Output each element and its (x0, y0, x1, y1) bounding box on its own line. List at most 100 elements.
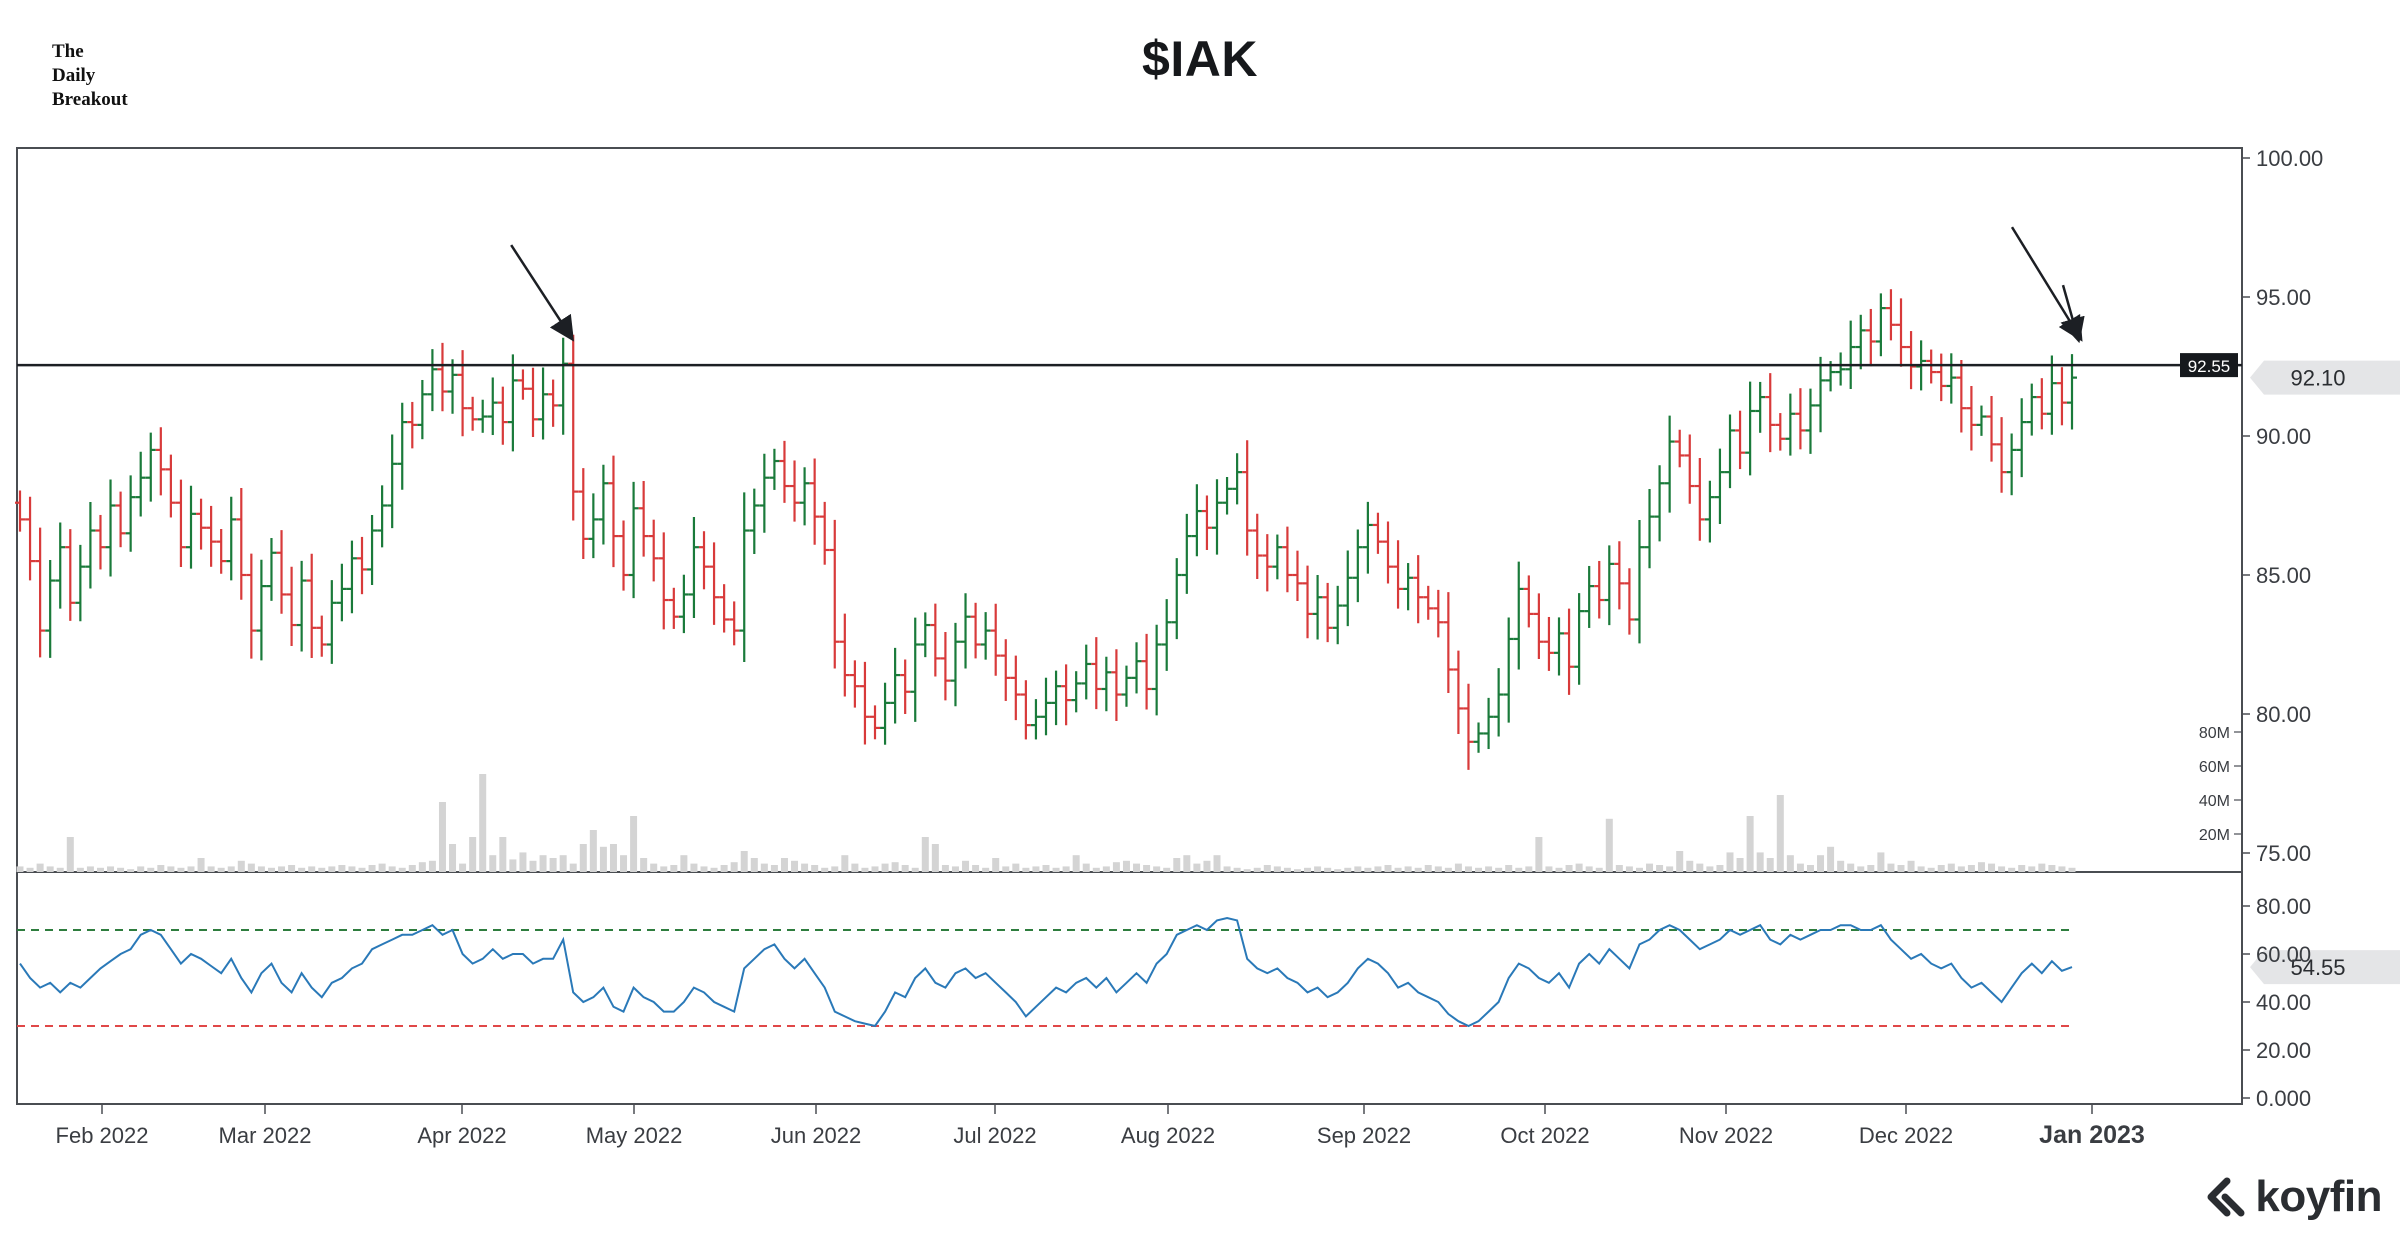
volume-bar (257, 866, 265, 872)
rsi-last-tag (2250, 950, 2400, 985)
volume-axis-label: 60M (2199, 759, 2230, 776)
ohlc-bar (628, 481, 639, 599)
volume-bar (921, 837, 929, 872)
chart-title: $IAK (1142, 31, 1258, 87)
ohlc-bar (548, 379, 559, 427)
volume-bar (599, 846, 607, 872)
ohlc-bar (1745, 381, 1756, 476)
volume-bar (1485, 866, 1493, 872)
volume-bar (449, 844, 457, 872)
ohlc-bar (1624, 568, 1635, 635)
volume-bar (801, 863, 809, 872)
ohlc-bar (65, 529, 76, 621)
ohlc-bar (1614, 541, 1625, 610)
volume-bar (267, 867, 275, 872)
ohlc-bar (1584, 565, 1595, 628)
ohlc-bar (1634, 519, 1645, 644)
volume-bar (388, 866, 396, 872)
volume-bar (831, 866, 839, 872)
ohlc-bar (1533, 593, 1544, 659)
volume-bar (368, 865, 376, 872)
ohlc-bar (658, 532, 669, 630)
annotations: 92.55 92.10 (17, 226, 2400, 395)
volume-bar (207, 866, 215, 872)
volume-bar (499, 837, 507, 872)
volume-bar (710, 867, 718, 872)
volume-bar (479, 774, 487, 872)
ohlc-bar (1654, 465, 1665, 542)
ohlc-bar (105, 479, 116, 577)
volume-bar (2048, 865, 2056, 872)
ohlc-bar (155, 427, 166, 496)
rsi-panel: 54.55 (17, 916, 2400, 1028)
volume-bar (1887, 863, 1895, 872)
ohlc-bar (387, 434, 398, 529)
volume-bar (217, 867, 225, 872)
ohlc-bar (990, 603, 1001, 676)
volume-bar (1575, 863, 1583, 872)
ohlc-bar (1453, 650, 1464, 735)
volume-bar (992, 858, 1000, 872)
volume-bar (972, 865, 980, 872)
ohlc-bar (1926, 349, 1937, 384)
volume-bar (1293, 869, 1301, 872)
ohlc-bar (266, 538, 277, 601)
volume-bar (237, 860, 245, 872)
ohlc-bar (709, 542, 720, 625)
ohlc-bar (1704, 480, 1715, 543)
volume-bar (690, 863, 698, 872)
volume-bar (941, 865, 949, 872)
ohlc-bar (1242, 440, 1253, 556)
volume-bar (1454, 863, 1462, 872)
volume-bar (418, 862, 426, 872)
x-axis-label: Aug 2022 (1121, 1123, 1215, 1148)
volume-bar (1766, 858, 1774, 872)
volume-bar (1716, 865, 1724, 872)
ohlc-bar (779, 440, 790, 503)
ohlc-bar (2026, 383, 2037, 436)
volume-bar (1726, 852, 1734, 872)
ohlc-bar (1755, 381, 1766, 433)
volume-bar (1263, 865, 1271, 872)
price-axis-label: 80.00 (2256, 702, 2311, 727)
ohlc-bar (1594, 560, 1605, 619)
volume-bar (318, 867, 326, 872)
volume-bar (1102, 866, 1110, 872)
volume-bar (1153, 866, 1161, 872)
x-axis-label: Mar 2022 (219, 1123, 312, 1148)
ohlc-bar (367, 514, 378, 586)
ohlc-bar (699, 531, 709, 590)
ohlc-bar (588, 493, 599, 559)
ohlc-bar (1956, 359, 1967, 433)
volume-bar (519, 852, 527, 872)
ohlc-bar (1312, 575, 1323, 640)
volume-bar (1163, 867, 1171, 872)
last-price-tag (2250, 360, 2400, 395)
ohlc-bar (1674, 429, 1685, 468)
volume-bar (1173, 858, 1181, 872)
rsi-axis-label: 60.00 (2256, 942, 2311, 967)
volume-bar (1273, 866, 1281, 872)
volume-bar (197, 858, 205, 872)
ohlc-bar (1725, 414, 1735, 489)
ohlc-bar (1463, 683, 1474, 770)
ohlc-bar (165, 454, 176, 518)
volume-bar (177, 867, 185, 872)
ohlc-bar (1443, 592, 1454, 694)
volume-bar (1424, 865, 1432, 872)
volume-bar (660, 866, 668, 872)
volume-bar (670, 865, 678, 872)
ohlc-bar (930, 603, 941, 677)
ohlc-bar (870, 705, 880, 740)
volume-bar (1635, 867, 1643, 872)
ohlc-bar (749, 488, 760, 555)
ohlc-bar (1272, 534, 1283, 580)
volume-bar (1243, 869, 1251, 872)
ohlc-bar (2016, 398, 2027, 478)
volume-bar (1615, 865, 1623, 872)
volume-bar (1877, 852, 1885, 872)
ohlc-bar (729, 601, 740, 646)
ohlc-bar (1946, 353, 1957, 404)
ohlc-bar (1252, 513, 1263, 580)
